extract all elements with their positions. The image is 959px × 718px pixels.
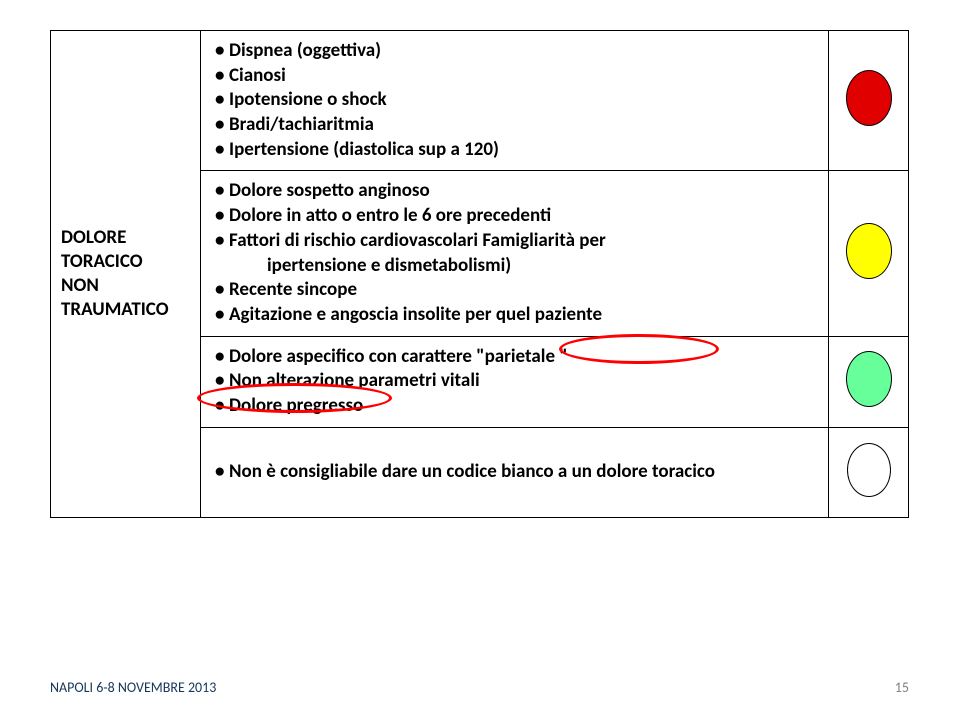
list-item: Bradi/tachiaritmia	[215, 113, 818, 138]
green-items-cell: Dolore aspecifico con carattere "parieta…	[201, 336, 829, 427]
red-items-cell: Dispnea (oggettiva) Cianosi Ipotensione …	[201, 31, 829, 171]
white-circle-icon	[847, 443, 891, 497]
category-label-line2: TORACICO	[61, 250, 190, 274]
list-item: Cianosi	[215, 64, 818, 89]
list-item: Ipotensione o shock	[215, 88, 818, 113]
yellow-items-cell: Dolore sospetto anginoso Dolore in atto …	[201, 171, 829, 336]
red-items-list: Dispnea (oggettiva) Cianosi Ipotensione …	[211, 39, 818, 162]
triage-table: DOLORE TORACICO NON TRAUMATICO Dispnea (…	[50, 30, 909, 518]
row-red: DOLORE TORACICO NON TRAUMATICO Dispnea (…	[51, 31, 909, 171]
green-items-list: Dolore aspecifico con carattere "parieta…	[211, 345, 818, 419]
list-item: Non è consigliabile dare un codice bianc…	[215, 460, 818, 485]
yellow-circle-icon	[846, 223, 892, 279]
list-item: Agitazione e angoscia insolite per quel …	[215, 303, 818, 328]
yellow-items-list: Dolore sospetto anginoso Dolore in atto …	[211, 179, 818, 327]
list-item: Non alterazione parametri vitali	[215, 369, 818, 394]
slide-footer: NAPOLI 6-8 NOVEMBRE 2013 15	[50, 679, 909, 696]
yellow-circle-cell	[829, 171, 909, 336]
category-label-cell: DOLORE TORACICO NON TRAUMATICO	[51, 31, 201, 518]
category-label-line4: TRAUMATICO	[61, 298, 190, 322]
list-item: Dolore aspecifico con carattere "parieta…	[215, 345, 818, 370]
list-item: Dolore in atto o entro le 6 ore preceden…	[215, 204, 818, 229]
red-circle-cell	[829, 31, 909, 171]
red-circle-icon	[846, 70, 892, 126]
category-label-line1: DOLORE	[61, 226, 190, 250]
white-items-list: Non è consigliabile dare un codice bianc…	[211, 460, 818, 485]
footer-text: NAPOLI 6-8 NOVEMBRE 2013	[50, 679, 216, 696]
list-item: Fattori di rischio cardiovascolari Famig…	[215, 229, 818, 254]
white-circle-cell	[829, 427, 909, 517]
list-item: Ipertensione (diastolica sup a 120)	[215, 138, 818, 163]
category-label-line3: NON	[61, 274, 190, 298]
list-item: ipertensione e dismetabolismi)	[215, 254, 818, 279]
white-items-cell: Non è consigliabile dare un codice bianc…	[201, 427, 829, 517]
green-circle-icon	[846, 351, 892, 407]
list-item: Recente sincope	[215, 278, 818, 303]
list-item: Dispnea (oggettiva)	[215, 39, 818, 64]
list-item: Dolore sospetto anginoso	[215, 179, 818, 204]
page-number: 15	[895, 679, 909, 696]
green-circle-cell	[829, 336, 909, 427]
list-item: Dolore pregresso	[215, 394, 818, 419]
